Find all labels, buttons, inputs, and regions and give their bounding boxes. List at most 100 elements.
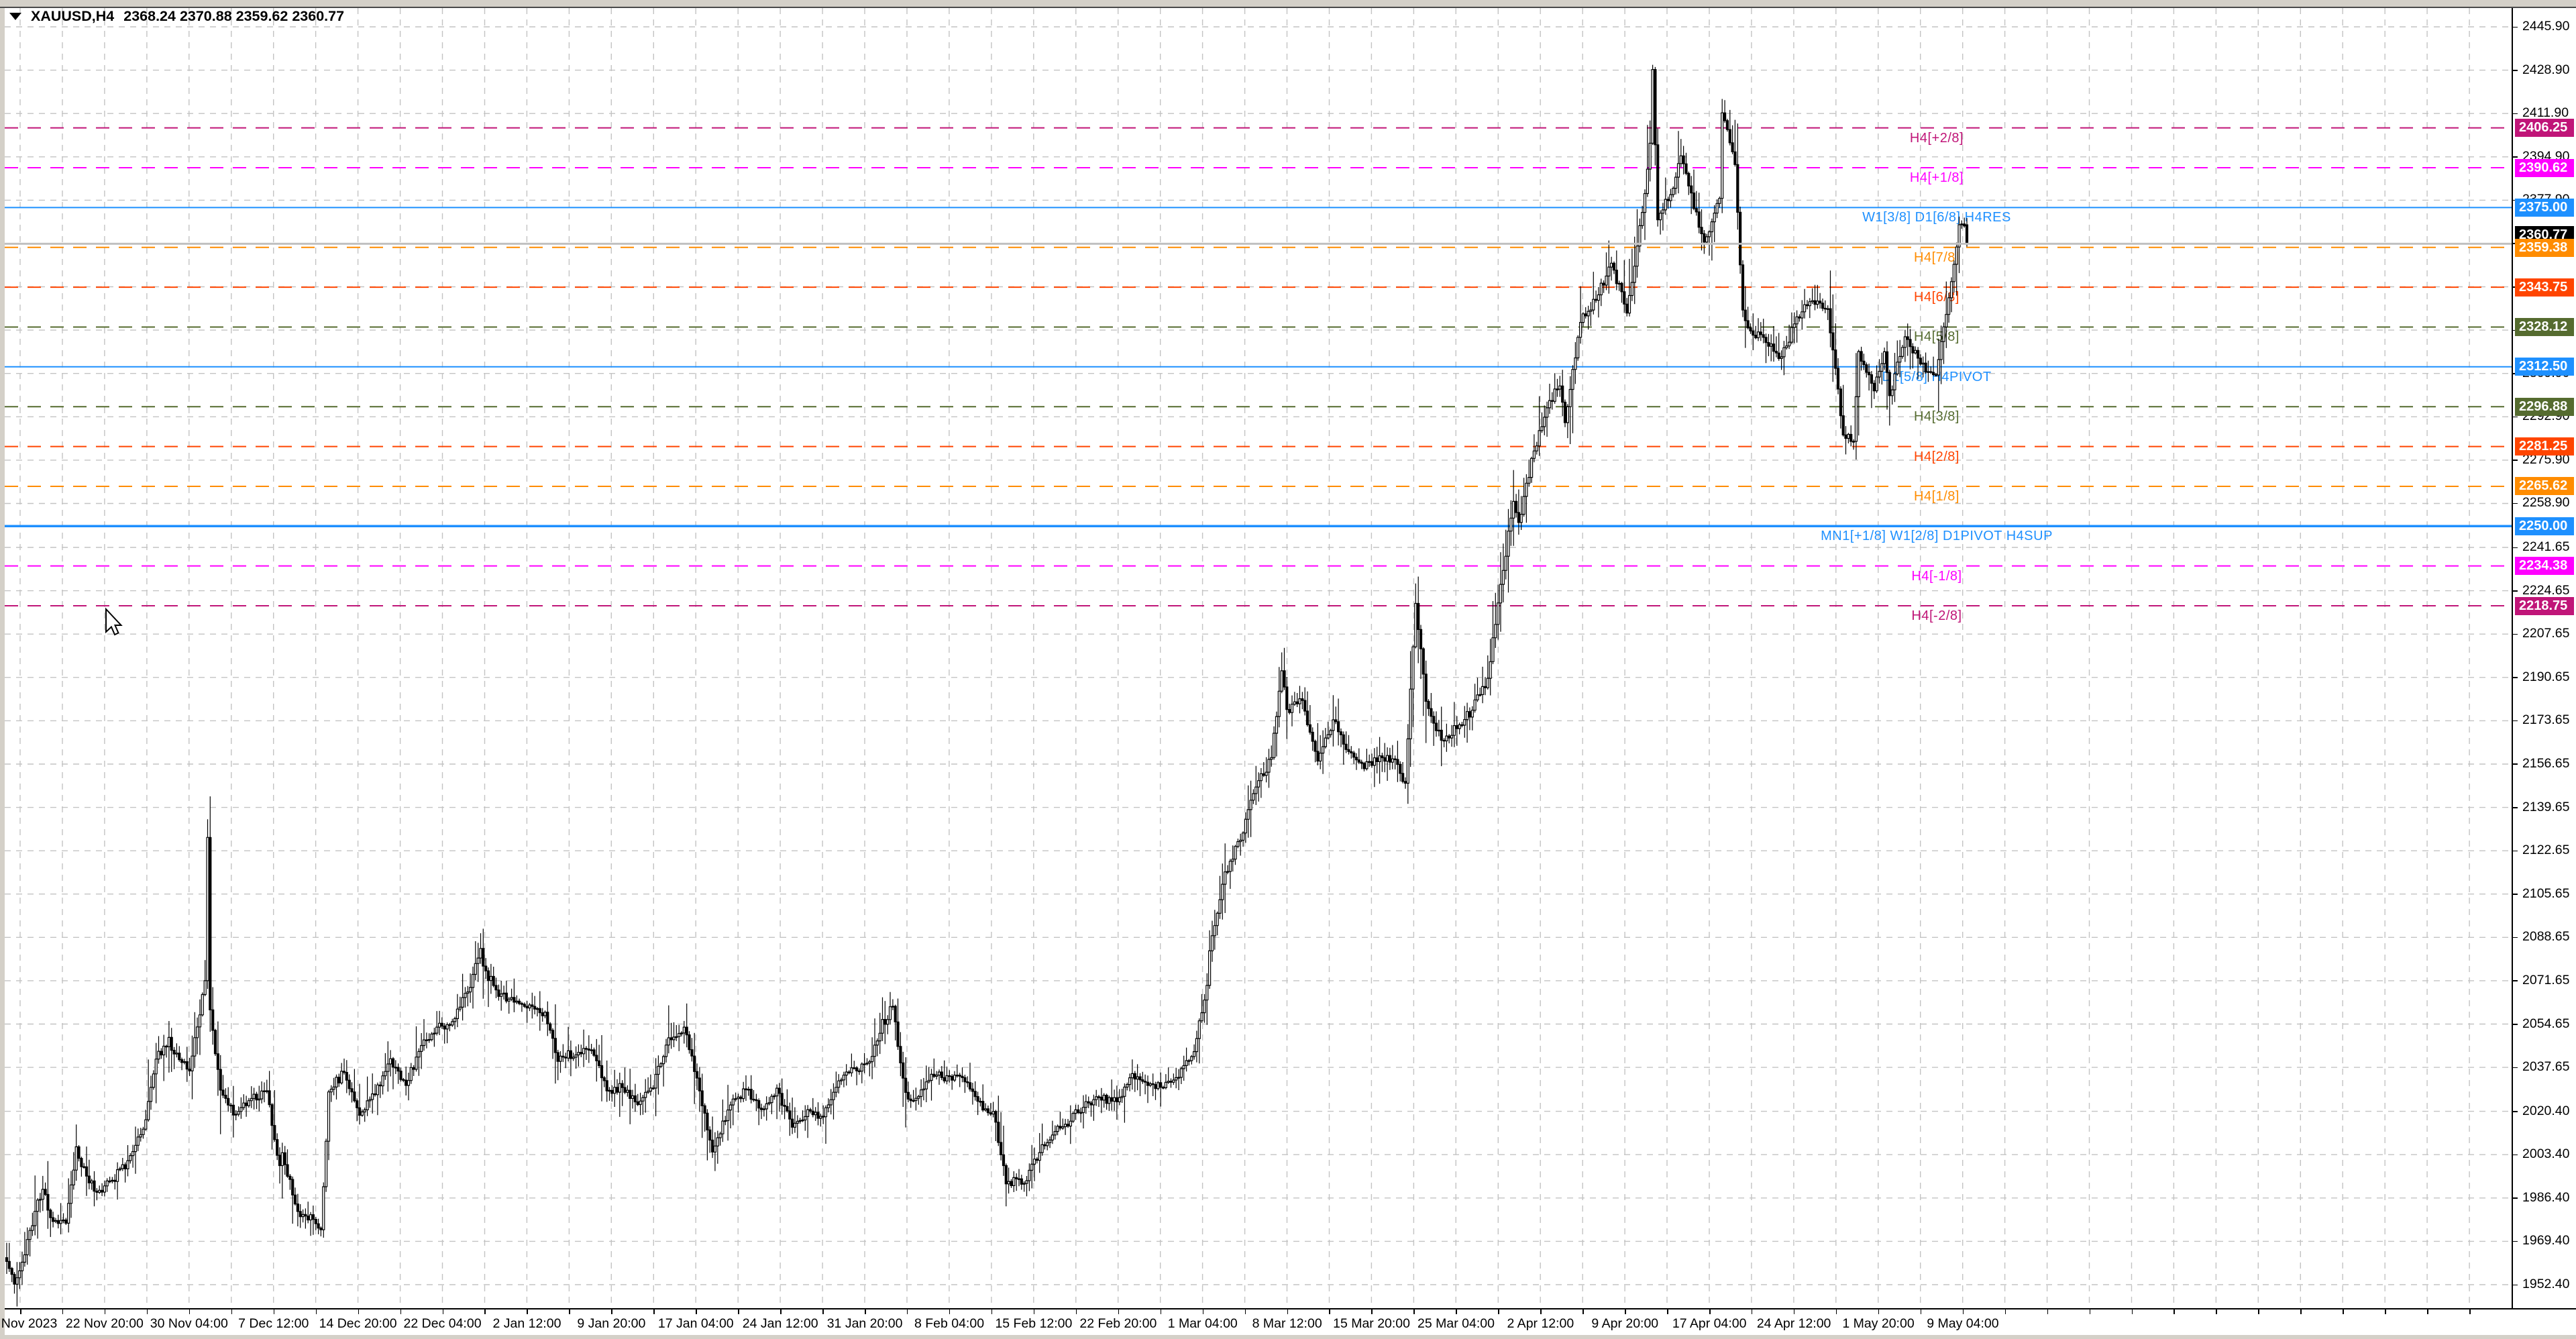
level-price-badge: 2328.12 (2515, 317, 2574, 336)
price-tick-label: 2190.65 (2522, 669, 2570, 684)
time-tick-mark (62, 1309, 64, 1314)
level-label: H4[-2/8] (1911, 608, 1962, 624)
price-tick-mark (2513, 1067, 2518, 1069)
time-tick-label: 9 Jan 20:00 (577, 1316, 646, 1331)
time-tick-label: 17 Apr 04:00 (1672, 1316, 1747, 1331)
time-tick-label: 2 Jan 12:00 (492, 1316, 561, 1331)
level-price-badge: 2390.62 (2515, 158, 2574, 177)
level-price-badge: 2218.75 (2515, 596, 2574, 615)
time-tick-mark (2427, 1309, 2428, 1314)
price-tick-label: 2275.90 (2522, 451, 2570, 467)
time-tick-mark (189, 1309, 191, 1314)
level-price-badge: 2343.75 (2515, 278, 2574, 297)
time-tick-mark (2131, 1309, 2133, 1314)
price-tick-label: 2037.65 (2522, 1059, 2570, 1075)
time-tick-mark (611, 1309, 612, 1314)
time-tick-mark (1498, 1309, 1499, 1314)
level-price-badge: 2296.88 (2515, 397, 2574, 416)
level-price-badge: 2359.38 (2515, 239, 2574, 258)
time-tick-label: 9 Apr 20:00 (1591, 1316, 1659, 1331)
time-tick-mark (2343, 1309, 2344, 1314)
time-tick-mark (442, 1309, 443, 1314)
symbol-dropdown-icon[interactable] (9, 13, 21, 20)
time-tick-mark (1751, 1309, 1753, 1314)
price-tick-mark (2513, 1024, 2518, 1025)
level-label: H4[5/8] (1914, 329, 1960, 345)
time-tick-mark (358, 1309, 360, 1314)
time-axis[interactable]: 15 Nov 2023 22 Nov 20:00 30 Nov 04:00 7 Dec… (0, 1308, 2576, 1335)
price-tick-label: 2207.65 (2522, 626, 2570, 641)
time-tick-mark (653, 1309, 655, 1314)
time-tick-label: 8 Feb 04:00 (914, 1316, 985, 1331)
window-top-border (0, 7, 2576, 8)
price-tick-mark (2513, 633, 2518, 635)
price-tick-mark (2513, 763, 2518, 765)
price-tick-mark (2513, 26, 2518, 28)
price-tick-label: 2428.90 (2522, 62, 2570, 77)
level-label: H4[+2/8] (1909, 130, 1964, 146)
time-tick-mark (738, 1309, 739, 1314)
level-price-badge: 2375.00 (2515, 198, 2574, 217)
price-tick-label: 2224.65 (2522, 582, 2570, 598)
time-tick-mark (2385, 1309, 2386, 1314)
level-price-badge: 2265.62 (2515, 477, 2574, 496)
price-tick-label: 2003.40 (2522, 1146, 2570, 1162)
time-tick-mark (1033, 1309, 1035, 1314)
time-tick-mark (865, 1309, 866, 1314)
price-tick-label: 2241.65 (2522, 539, 2570, 555)
level-label: H4[3/8] (1914, 409, 1960, 425)
price-tick-mark (2513, 460, 2518, 461)
price-tick-label: 2088.65 (2522, 929, 2570, 945)
price-tick-mark (2513, 113, 2518, 115)
time-tick-label: 15 Feb 12:00 (995, 1316, 1073, 1331)
time-tick-label: 24 Apr 12:00 (1756, 1316, 1831, 1331)
time-tick-mark (2174, 1309, 2175, 1314)
time-tick-mark (2300, 1309, 2302, 1314)
time-tick-mark (2089, 1309, 2091, 1314)
time-tick-mark (1582, 1309, 1584, 1314)
level-label: D1[5/8] H4PIVOT (1882, 369, 1992, 384)
time-tick-mark (1709, 1309, 1711, 1314)
time-tick-mark (146, 1309, 148, 1314)
time-tick-label: 2 Apr 12:00 (1507, 1316, 1574, 1331)
level-label: H4[6/8] (1914, 290, 1960, 305)
price-axis[interactable]: 2445.902428.902411.902394.902377.902360.… (2512, 8, 2576, 1308)
level-price-badge: 2281.25 (2515, 437, 2574, 456)
price-tick-mark (2513, 416, 2518, 418)
time-tick-label: 15 Mar 20:00 (1333, 1316, 1410, 1331)
time-tick-label: 9 May 04:00 (1927, 1316, 1999, 1331)
time-tick-mark (569, 1309, 570, 1314)
price-tick-label: 1952.40 (2522, 1277, 2570, 1291)
time-tick-label: 1 Mar 04:00 (1167, 1316, 1238, 1331)
price-tick-mark (2513, 502, 2518, 504)
time-tick-mark (273, 1309, 275, 1314)
level-label: H4[1/8] (1914, 488, 1960, 504)
time-tick-mark (315, 1309, 317, 1314)
price-tick-mark (2513, 547, 2518, 549)
price-tick-mark (2513, 720, 2518, 722)
time-tick-mark (1160, 1309, 1162, 1314)
price-tick-mark (2513, 894, 2518, 895)
price-tick-label: 2445.90 (2522, 19, 2570, 34)
time-tick-mark (780, 1309, 782, 1314)
time-tick-mark (1920, 1309, 1922, 1314)
time-tick-mark (822, 1309, 824, 1314)
time-tick-label: 22 Feb 20:00 (1079, 1316, 1157, 1331)
level-price-badge: 2250.00 (2515, 517, 2574, 535)
price-tick-label: 2156.65 (2522, 755, 2570, 771)
ohlc-readout: 2368.24 2370.88 2359.62 2360.77 (123, 8, 345, 24)
time-tick-label: 14 Dec 20:00 (319, 1316, 397, 1331)
time-tick-mark (2258, 1309, 2259, 1314)
level-label: H4[7/8] (1914, 250, 1960, 265)
price-tick-label: 1969.40 (2522, 1233, 2570, 1248)
time-tick-mark (1371, 1309, 1373, 1314)
time-tick-label: 8 Mar 12:00 (1252, 1316, 1322, 1331)
time-tick-label: 25 Mar 04:00 (1417, 1316, 1495, 1331)
time-tick-mark (1075, 1309, 1077, 1314)
time-tick-label: 22 Nov 20:00 (65, 1316, 144, 1331)
level-label: MN1[+1/8] W1[2/8] D1PIVOT H4SUP (1821, 529, 2053, 544)
time-tick-label: 17 Jan 04:00 (657, 1316, 734, 1331)
time-tick-mark (20, 1309, 21, 1314)
